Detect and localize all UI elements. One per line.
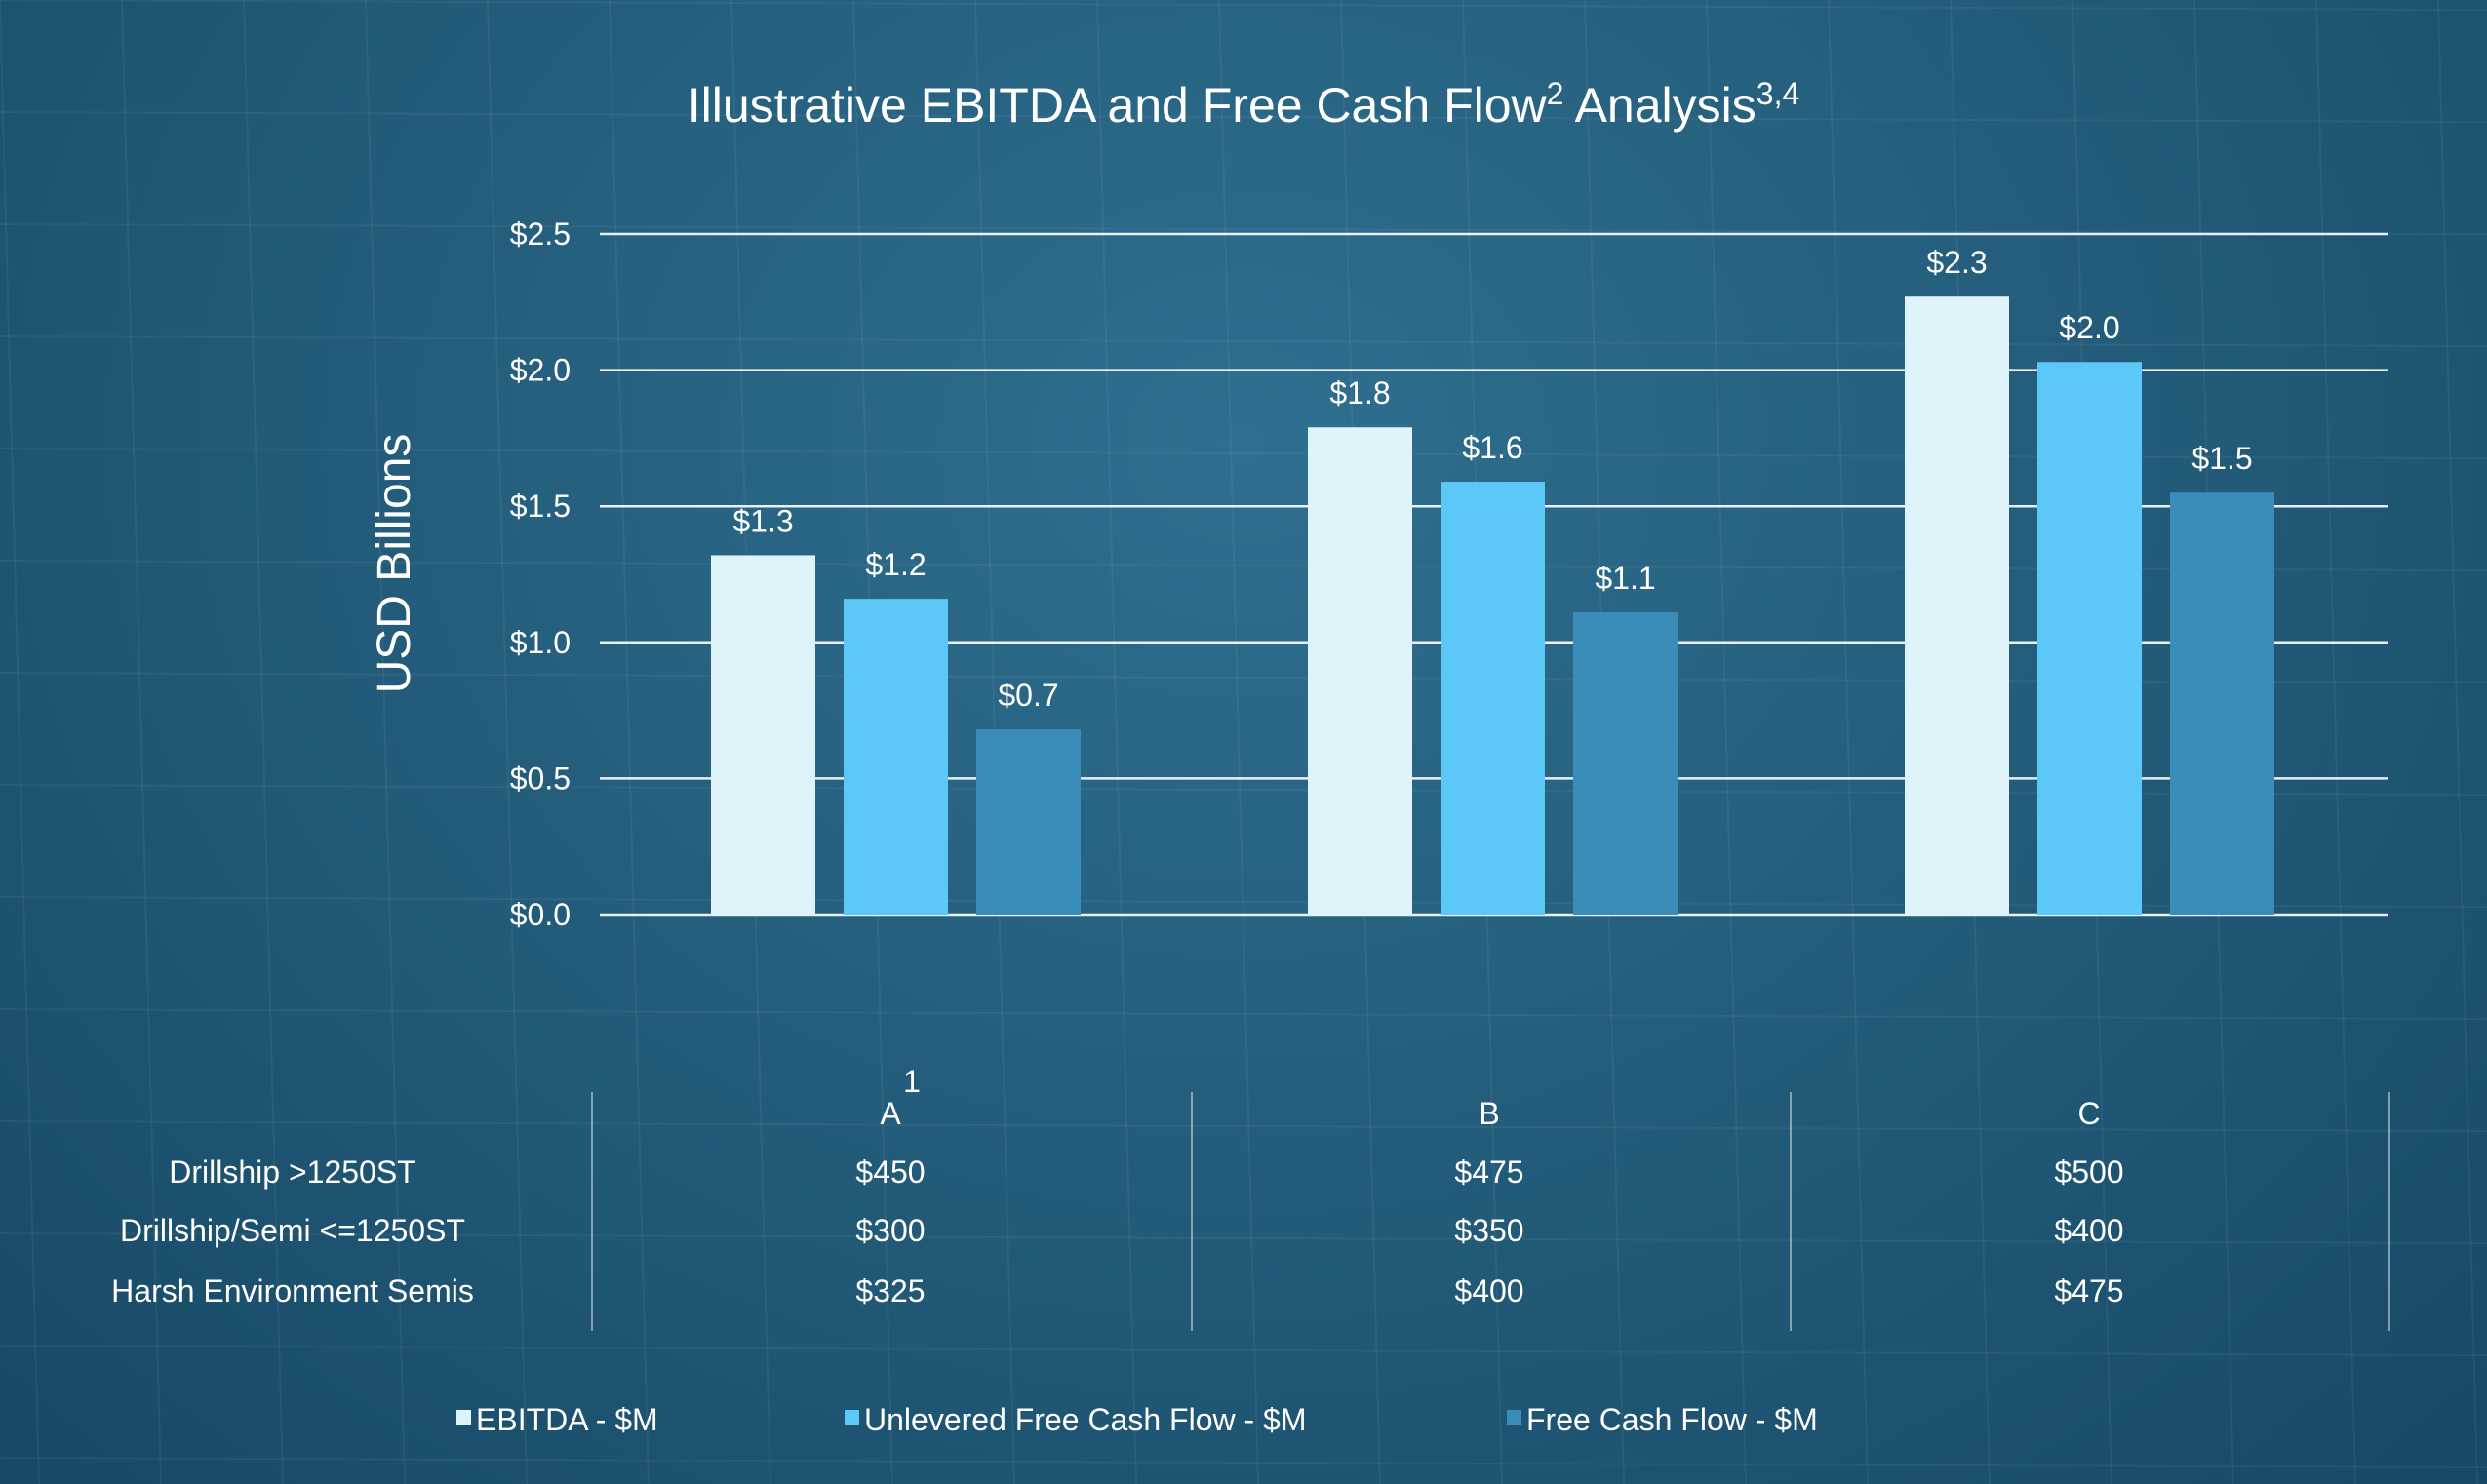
bar: [844, 599, 948, 915]
table-cell: $500: [2054, 1154, 2123, 1190]
table-cell: $475: [1454, 1154, 1523, 1190]
chart-title-main: Illustrative EBITDA and Free Cash Flow: [688, 78, 1548, 133]
bg-grid-line: [365, 0, 406, 1484]
bar: [711, 555, 815, 915]
bg-grid-line: [1706, 0, 1747, 1484]
data-labels: $1.3 $1.8 $2.3 $1.2 $1.6 $2.0 $0.7 $1.1 $1.5: [732, 245, 2252, 713]
bar: [1441, 482, 1545, 915]
legend-label: Unlevered Free Cash Flow - $M: [864, 1402, 1306, 1437]
bg-grid-line: [0, 335, 2487, 347]
data-label: $1.5: [2191, 441, 2252, 476]
table-row-label: Drillship/Semi <=1250ST: [120, 1213, 465, 1248]
y-axis-ticks: $0.0 $0.5 $1.0 $1.5 $2.0 $2.5: [510, 216, 571, 932]
bar: [2037, 362, 2142, 915]
bg-grid-line: [243, 0, 284, 1484]
table-cell: $400: [2054, 1213, 2123, 1248]
category-label: B: [1479, 1096, 1499, 1131]
table-cell: $400: [1454, 1273, 1523, 1308]
bg-grid-line: [1096, 0, 1137, 1484]
data-label: $1.2: [865, 547, 926, 582]
legend: EBITDA - $M Unlevered Free Cash Flow - $M…: [456, 1402, 1818, 1437]
chart-title-suffix: Analysis: [1563, 78, 1756, 133]
y-tick-label: $2.5: [510, 216, 571, 252]
bg-grid-line: [0, 1345, 2487, 1356]
y-tick-label: $2.0: [510, 353, 571, 388]
table-cell: $475: [2054, 1273, 2123, 1308]
bg-grid-line: [0, 1120, 2487, 1132]
legend-swatch: [845, 1410, 859, 1425]
bars: [711, 296, 2274, 915]
bar: [1905, 296, 2009, 915]
legend-swatch: [1507, 1410, 1521, 1425]
bg-grid-line: [487, 0, 528, 1484]
legend-label: Free Cash Flow - $M: [1526, 1402, 1818, 1437]
bg-grid-line: [121, 0, 162, 1484]
legend-label: EBITDA - $M: [476, 1402, 658, 1437]
chart-title: Illustrative EBITDA and Free Cash Flow2 …: [688, 76, 1800, 133]
y-tick-label: $0.5: [510, 761, 571, 796]
category-footnote: 1: [903, 1064, 921, 1099]
chart-title-sup-1: 2: [1547, 76, 1564, 111]
bg-grid-line: [0, 111, 2487, 123]
bg-grid-line: [2437, 0, 2478, 1484]
y-tick-label: $1.5: [510, 488, 571, 524]
data-table: A B C 1 Drillship >1250ST $450 $475 $500 Drillsh…: [111, 1064, 2390, 1331]
category-label: A: [880, 1096, 901, 1131]
bar: [976, 729, 1081, 915]
table-row-label: Drillship >1250ST: [169, 1154, 415, 1190]
data-label: $0.7: [998, 678, 1058, 713]
bg-grid-line: [0, 1008, 2487, 1020]
bg-grid-line: [1218, 0, 1259, 1484]
data-label: $1.8: [1329, 375, 1390, 410]
y-tick-label: $1.0: [510, 625, 571, 660]
y-axis-label: USD Billions: [369, 434, 420, 694]
data-label: $2.3: [1926, 245, 1987, 280]
table-cell: $300: [855, 1213, 925, 1248]
table-cell: $325: [855, 1273, 925, 1308]
bg-grid-line: [1828, 0, 1869, 1484]
bar: [2170, 492, 2274, 915]
bar: [1573, 612, 1678, 915]
bg-grid-line: [609, 0, 650, 1484]
table-cell: $450: [855, 1154, 925, 1190]
bar: [1308, 427, 1412, 915]
bg-grid-line: [0, 0, 2487, 11]
table-row-label: Harsh Environment Semis: [111, 1273, 474, 1308]
bg-grid-line: [0, 223, 2487, 235]
data-label: $2.0: [2059, 310, 2119, 345]
data-label: $1.1: [1595, 561, 1655, 596]
bg-grid-line: [2315, 0, 2356, 1484]
legend-swatch: [456, 1410, 471, 1425]
bg-grid-line: [0, 0, 40, 1484]
data-label: $1.3: [732, 503, 793, 538]
table-cell: $350: [1454, 1213, 1523, 1248]
y-tick-label: $0.0: [510, 897, 571, 932]
data-label: $1.6: [1462, 430, 1522, 465]
bg-grid-line: [0, 1232, 2487, 1244]
bg-grid-line: [0, 1457, 2487, 1468]
category-label: C: [2077, 1096, 2100, 1131]
chart-title-sup-2: 3,4: [1757, 76, 1799, 111]
